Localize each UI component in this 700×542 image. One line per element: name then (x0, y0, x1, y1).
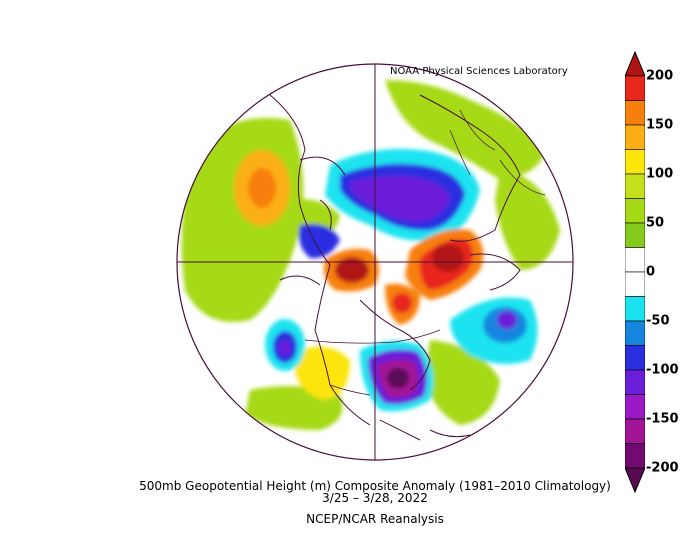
colorbar-below-arrow (625, 467, 645, 494)
colorbar-tick-label: 150 (646, 117, 674, 133)
colorbar-band (625, 247, 645, 273)
map-boundary (176, 63, 574, 461)
coastlines (269, 94, 521, 441)
colorbar-tick-label: -50 (646, 313, 670, 329)
colorbar-band (625, 100, 645, 126)
positive-anomaly-top (385, 80, 545, 180)
colorbar-tick-label: 50 (646, 215, 665, 231)
positive-anomaly-atlantic (425, 340, 500, 425)
colorbar-band (625, 320, 645, 346)
credit-label: NOAA Physical Sciences Laboratory (390, 66, 568, 77)
colorbar-tick-label: 100 (646, 166, 674, 182)
colorbar-band (625, 345, 645, 371)
colorbar-tick-label: 200 (646, 68, 674, 84)
political-borders (304, 109, 546, 396)
colorbar-band (625, 198, 645, 224)
caption-dates: 3/25 – 3/28, 2022 (322, 491, 428, 505)
colorbar-band (625, 173, 645, 199)
colorbar-band (625, 296, 645, 322)
colorbar-band (625, 222, 645, 248)
caption-dataset: NCEP/NCAR Reanalysis (306, 512, 444, 526)
colorbar (625, 50, 645, 494)
colorbar-band (625, 75, 645, 101)
anomaly-field (177, 64, 573, 460)
colorbar-band (625, 394, 645, 420)
negative-anomaly-pacific-small (298, 224, 340, 259)
colorbar-above-arrow (625, 50, 645, 77)
colorbar-band (625, 149, 645, 175)
colorbar-tick-label: -200 (646, 460, 679, 476)
colorbar-band (625, 443, 645, 469)
colorbar-band (625, 418, 645, 444)
colorbar-band (625, 271, 645, 297)
colorbar-tick-label: -100 (646, 362, 679, 378)
caption-title: 500mb Geopotential Height (m) Composite … (139, 479, 611, 493)
colorbar-tick-label: -150 (646, 411, 679, 427)
positive-anomaly-mexico (295, 346, 350, 400)
colorbar-band (625, 124, 645, 150)
colorbar-band (625, 369, 645, 395)
colorbar-tick-label: 0 (646, 264, 656, 280)
